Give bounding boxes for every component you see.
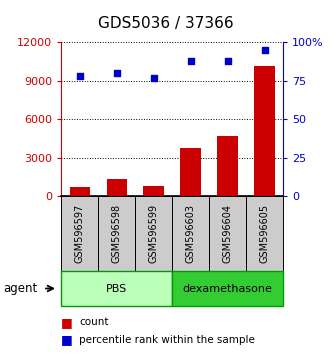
Text: GSM596603: GSM596603 [186,204,196,263]
Point [151,75,156,81]
Text: ■: ■ [61,333,73,346]
Bar [180,148,201,196]
Text: dexamethasone: dexamethasone [183,284,272,293]
Bar [143,186,164,196]
Bar [217,136,238,196]
Point [77,74,82,79]
Text: count: count [79,317,109,327]
Text: GDS5036 / 37366: GDS5036 / 37366 [98,16,233,31]
Bar [70,188,90,196]
Text: agent: agent [3,282,37,295]
Point [114,70,119,76]
Bar [107,178,127,196]
Text: GSM596604: GSM596604 [222,204,233,263]
Bar [254,65,275,196]
Point [225,58,230,64]
Text: GSM596597: GSM596597 [75,204,85,263]
Point [188,58,193,64]
Text: PBS: PBS [106,284,127,293]
Text: percentile rank within the sample: percentile rank within the sample [79,335,255,345]
Text: ■: ■ [61,316,73,329]
Text: GSM596598: GSM596598 [112,204,122,263]
Text: GSM596605: GSM596605 [260,204,269,263]
Text: GSM596599: GSM596599 [149,204,159,263]
Point [262,47,267,53]
